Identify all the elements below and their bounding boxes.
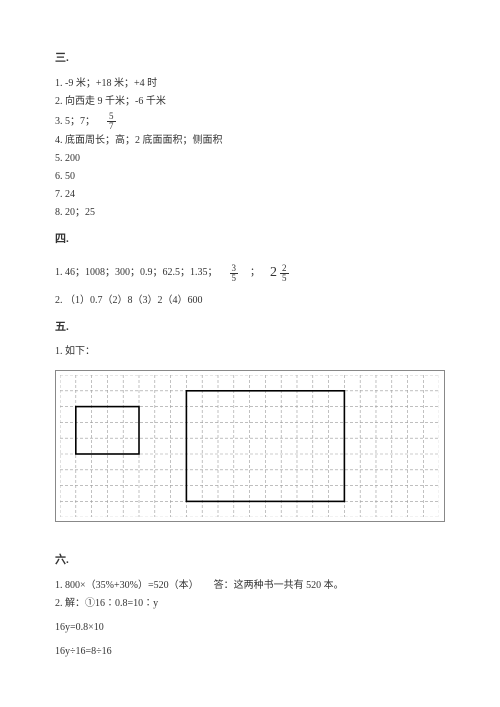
s3-line-6: 6. 50 — [55, 169, 445, 185]
grid-svg — [60, 375, 439, 517]
s3-line-3-text: 3. 5；7； — [55, 115, 95, 126]
s3-line-5: 5. 200 — [55, 151, 445, 167]
s4-line-1-text: 1. 46；1008；300；0.9；62.5；1.35； — [55, 265, 218, 281]
separator: ； — [250, 265, 260, 281]
s6-line-3: 16y=0.8×10 — [55, 620, 445, 636]
frac-den: 7 — [107, 122, 116, 131]
s4-line-1: 1. 46；1008；300；0.9；62.5；1.35； 3 5 ； 2 2 … — [55, 262, 445, 284]
frac-den: 5 — [230, 274, 239, 283]
section-5-heading: 五. — [55, 319, 445, 337]
fraction-3-5: 3 5 — [230, 264, 239, 283]
s3-line-7: 7. 24 — [55, 187, 445, 203]
section-4-heading: 四. — [55, 231, 445, 249]
s3-line-2: 2. 向西走 9 千米；-6 千米 — [55, 94, 445, 110]
s5-line-1: 1. 如下： — [55, 344, 445, 360]
s3-line-4: 4. 底面周长；高；2 底面面积；侧面积 — [55, 133, 445, 149]
s6-line-2: 2. 解：①16∶0.8=10∶y — [55, 596, 445, 612]
fraction-5-7: 5 7 — [107, 112, 116, 131]
s4-line-2: 2. （1）0.7（2）8（3）2（4）600 — [55, 293, 445, 309]
s3-line-1: 1. -9 米；+18 米；+4 时 — [55, 76, 445, 92]
frac-den: 5 — [280, 274, 289, 283]
section-6-heading: 六. — [55, 552, 445, 570]
s3-line-3: 3. 5；7； 5 7 — [55, 112, 445, 131]
grid-figure — [55, 370, 445, 522]
s6-line-4: 16y÷16=8÷16 — [55, 644, 445, 660]
mixed-whole: 2 — [270, 262, 277, 284]
mixed-frac: 2 5 — [280, 264, 289, 283]
s6-line-1: 1. 800×（35%+30%）=520（本） 答：这两种书一共有 520 本。 — [55, 578, 445, 594]
mixed-2-2-5: 2 2 5 — [270, 262, 291, 284]
section-3-heading: 三. — [55, 50, 445, 68]
s3-line-8: 8. 20；25 — [55, 205, 445, 221]
